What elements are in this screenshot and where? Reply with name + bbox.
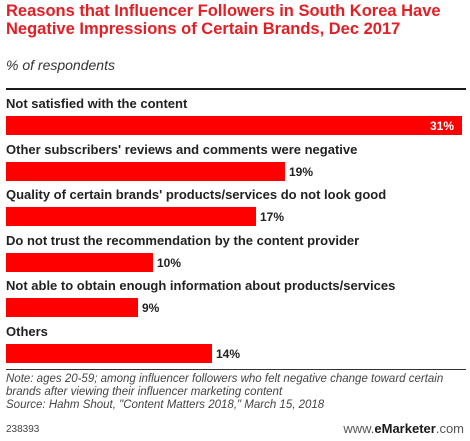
category-label: Do not trust the recommendation by the c… [6,232,360,248]
category-label: Others [6,323,48,339]
bar [6,207,256,226]
chart-id: 238393 [6,424,40,435]
brand-name: eMarketer [374,421,436,436]
source-text: Source: Hahm Shout, "Content Matters 201… [6,399,325,411]
chart-title: Reasons that Influencer Followers in Sou… [6,2,441,38]
bar [6,161,285,181]
bar-value-label: 17% [260,210,285,224]
category-label: Quality of certain brands' products/serv… [6,187,387,202]
bar-value-label: 14% [216,346,241,361]
brand-suffix: .com [435,421,464,436]
chart-notes: Note: ages 20-59; among influencer follo… [6,373,466,412]
category-label: Other subscribers' reviews and comments … [6,141,358,157]
brand-prefix: www. [343,421,375,436]
bar-value-label: 31% [430,119,455,133]
bottom-divider [6,369,466,370]
bar [6,298,138,317]
bar [6,252,153,272]
bar [6,343,212,363]
category-label: Not satisfied with the content [6,96,188,111]
note-text: Note: ages 20-59; among influencer follo… [6,373,444,398]
bar [6,116,462,135]
bar-value-label: 19% [289,164,314,179]
bar-value-label: 10% [157,255,182,270]
brand-logo: www.eMarketer.com [343,421,464,436]
top-divider [6,88,466,90]
bar-value-label: 9% [142,301,160,315]
category-label: Not able to obtain enough information ab… [6,278,396,293]
chart-subtitle: % of respondents [6,57,115,73]
